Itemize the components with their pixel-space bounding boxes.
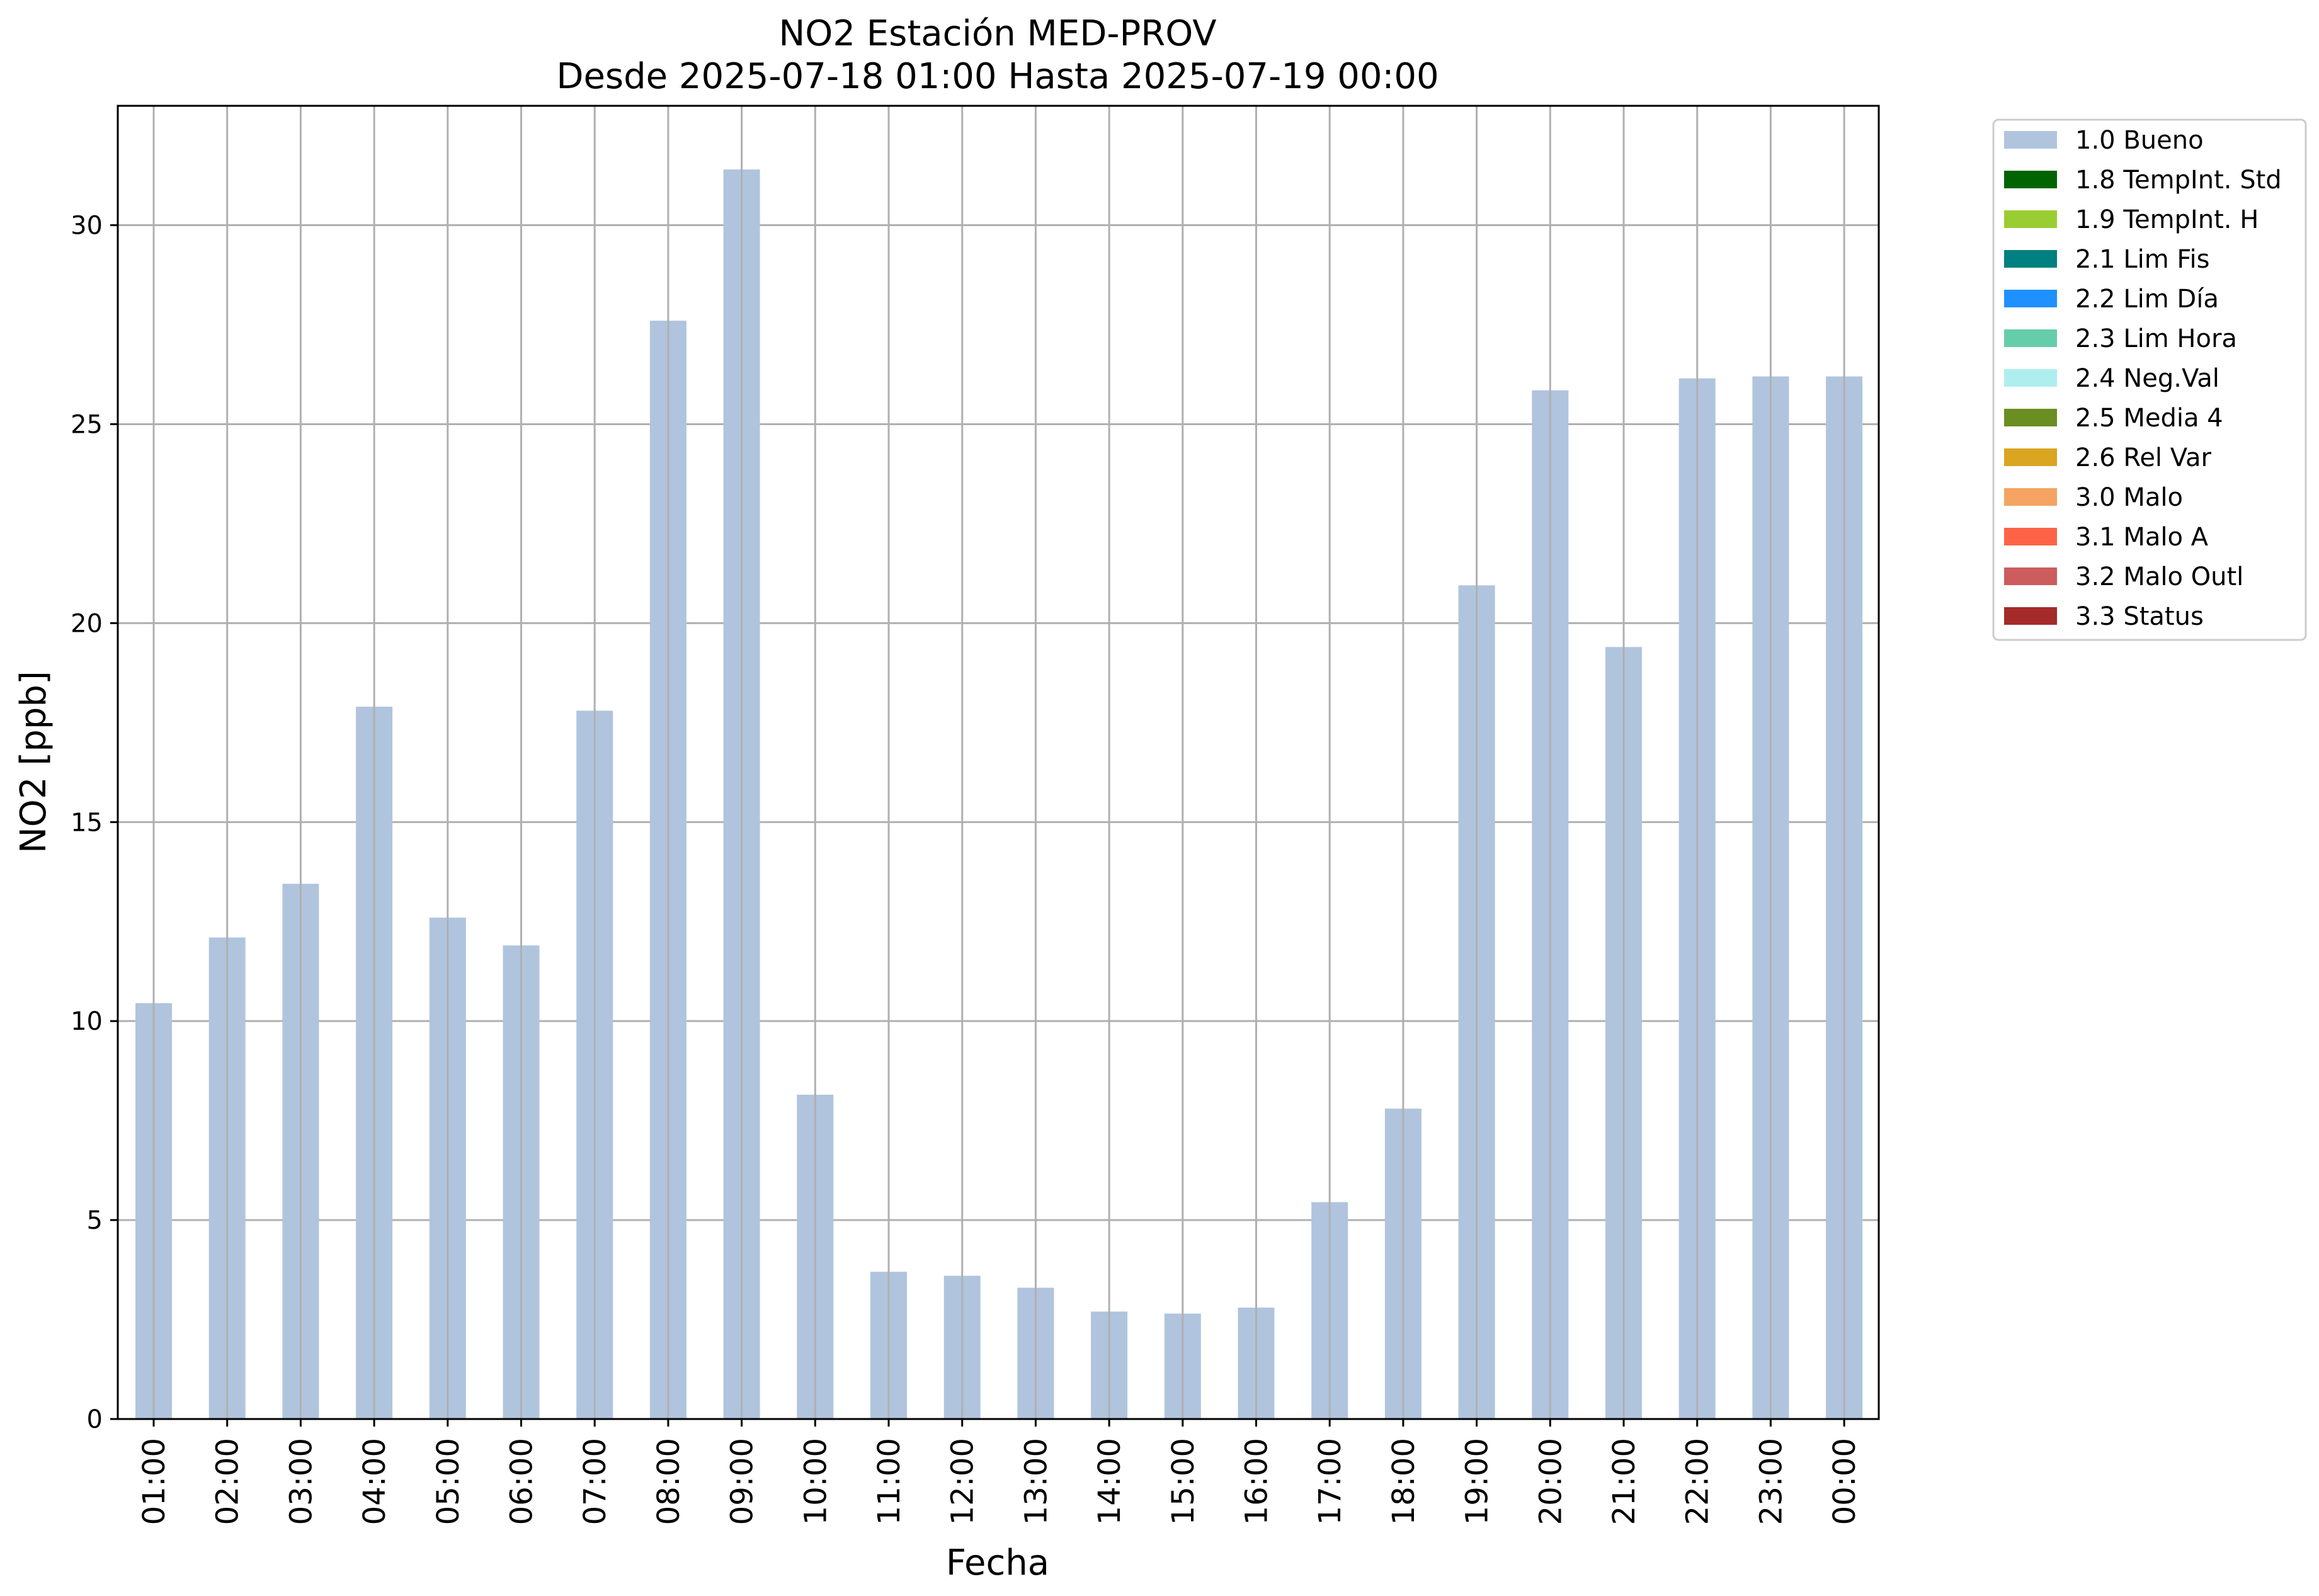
legend-swatch — [2004, 567, 2057, 585]
y-axis-label: NO2 [ppb] — [13, 671, 54, 853]
legend-swatch — [2004, 409, 2057, 426]
x-tick-label: 20:00 — [1533, 1438, 1568, 1525]
x-axis-label: Fecha — [946, 1542, 1049, 1583]
y-tick-label: 15 — [71, 808, 103, 837]
x-tick-label: 14:00 — [1092, 1438, 1127, 1525]
legend-swatch — [2004, 171, 2057, 188]
legend-swatch — [2004, 369, 2057, 387]
legend-swatch — [2004, 250, 2057, 268]
x-tick-label: 06:00 — [504, 1438, 540, 1525]
y-tick-label: 10 — [71, 1007, 103, 1036]
legend-label: 3.3 Status — [2075, 602, 2204, 631]
legend-label: 2.2 Lim Día — [2075, 285, 2219, 314]
x-tick-label: 19:00 — [1460, 1438, 1495, 1525]
legend-swatch — [2004, 131, 2057, 149]
y-axis-ticks: 0 5 10 15 20 25 30 — [71, 212, 118, 1434]
legend-label: 2.6 Rel Var — [2075, 443, 2212, 472]
legend-swatch — [2004, 210, 2057, 228]
legend-label: 2.1 Lim Fis — [2075, 245, 2209, 274]
grid-lines — [118, 224, 1879, 1420]
legend-label: 3.0 Malo — [2075, 483, 2183, 512]
y-tick-label: 20 — [71, 609, 103, 638]
legend-label: 2.5 Media 4 — [2075, 404, 2223, 433]
x-tick-label: 04:00 — [357, 1438, 392, 1525]
x-tick-label: 21:00 — [1607, 1438, 1642, 1525]
legend-label: 2.4 Neg.Val — [2075, 364, 2219, 393]
x-tick-label: 15:00 — [1166, 1438, 1201, 1525]
x-tick-label: 05:00 — [431, 1438, 466, 1525]
x-tick-label: 12:00 — [945, 1438, 981, 1525]
x-tick-label: 10:00 — [798, 1438, 833, 1525]
legend-swatch — [2004, 528, 2057, 545]
y-tick-label: 5 — [87, 1206, 103, 1235]
plot-frame — [117, 105, 1880, 1420]
legend-label: 1.9 TempInt. H — [2075, 205, 2259, 234]
chart-title-line1: NO2 Estación MED-PROV — [778, 13, 1216, 54]
x-tick-label: 11:00 — [872, 1438, 907, 1525]
y-tick-label: 25 — [71, 410, 103, 439]
x-tick-label: 08:00 — [651, 1438, 687, 1525]
legend-swatch — [2004, 488, 2057, 506]
legend-swatch — [2004, 329, 2057, 347]
x-tick-label: 13:00 — [1018, 1438, 1054, 1525]
legend-label: 3.2 Malo Outl — [2075, 562, 2243, 591]
legend-label: 3.1 Malo A — [2075, 523, 2209, 552]
x-tick-label: 03:00 — [283, 1438, 319, 1525]
legend-swatch — [2004, 607, 2057, 625]
legend-label: 1.0 Bueno — [2075, 126, 2204, 155]
y-tick-label: 30 — [71, 212, 103, 241]
legend-label: 2.3 Lim Hora — [2075, 324, 2237, 353]
x-tick-label: 23:00 — [1753, 1438, 1789, 1525]
x-tick-label: 22:00 — [1680, 1438, 1716, 1525]
x-tick-label: 16:00 — [1239, 1438, 1275, 1525]
legend-frame — [1992, 118, 2307, 641]
x-tick-label: 00:00 — [1827, 1438, 1862, 1525]
x-tick-label: 17:00 — [1313, 1438, 1348, 1525]
legend-swatch — [2004, 448, 2057, 466]
x-axis-ticks: 01:00 02:00 03:00 04:00 05:00 06:00 07:00 08:00… — [137, 1419, 1862, 1525]
legend-swatch — [2004, 290, 2057, 307]
legend: 1.0 Bueno 1.8 TempInt. Std 1.9 TempInt. H 2… — [1992, 118, 2307, 641]
x-tick-label: 07:00 — [578, 1438, 613, 1525]
vertical-grid-lines — [152, 106, 1845, 1419]
x-tick-label: 09:00 — [725, 1438, 760, 1525]
bars — [135, 169, 1863, 1420]
x-tick-label: 18:00 — [1386, 1438, 1422, 1525]
x-tick-label: 01:00 — [137, 1438, 172, 1525]
x-tick-label: 02:00 — [210, 1438, 246, 1525]
legend-label: 1.8 TempInt. Std — [2075, 166, 2282, 195]
y-tick-label: 0 — [87, 1405, 103, 1434]
chart-title-line2: Desde 2025-07-18 01:00 Hasta 2025-07-19 … — [556, 56, 1439, 97]
